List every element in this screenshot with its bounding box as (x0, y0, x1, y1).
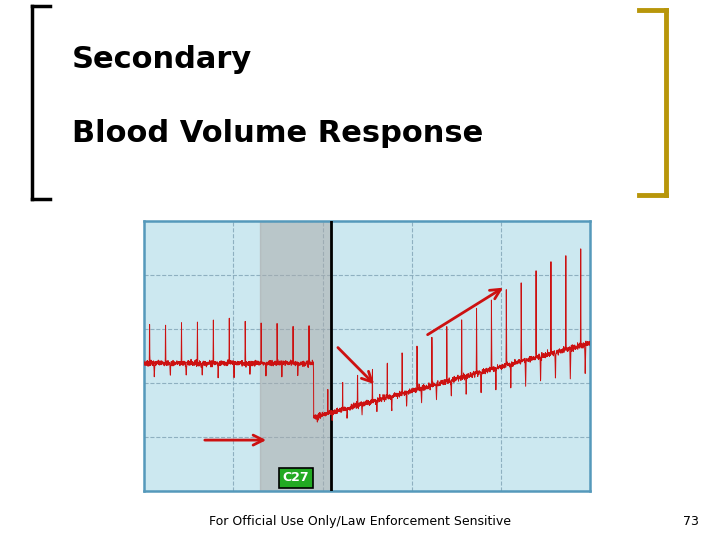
Text: C27: C27 (282, 471, 309, 484)
Text: 73: 73 (683, 515, 698, 528)
Bar (260, 221, 331, 491)
Text: Blood Volume Response: Blood Volume Response (72, 119, 483, 148)
Text: Secondary: Secondary (72, 45, 252, 74)
Text: For Official Use Only/Law Enforcement Sensitive: For Official Use Only/Law Enforcement Se… (209, 515, 511, 528)
